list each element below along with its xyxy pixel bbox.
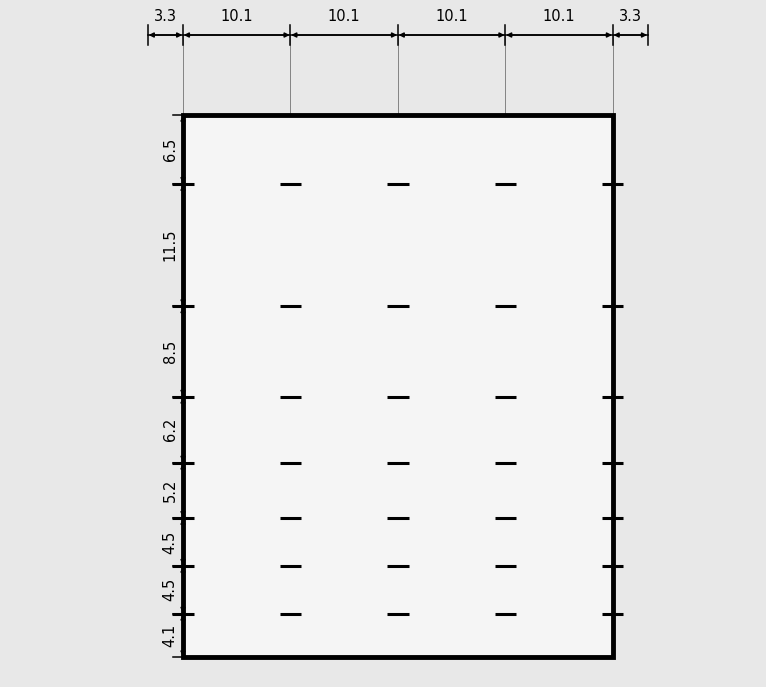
- Text: 10.1: 10.1: [543, 10, 575, 24]
- Text: 10.1: 10.1: [435, 10, 468, 24]
- Text: 5.2: 5.2: [162, 479, 178, 502]
- Text: 4.5: 4.5: [162, 578, 178, 601]
- Text: 6.5: 6.5: [162, 137, 178, 161]
- FancyBboxPatch shape: [183, 115, 613, 657]
- Text: 10.1: 10.1: [328, 10, 361, 24]
- Text: 6.2: 6.2: [162, 418, 178, 441]
- Text: 4.1: 4.1: [162, 624, 178, 647]
- Text: 11.5: 11.5: [162, 229, 178, 261]
- Text: 10.1: 10.1: [221, 10, 253, 24]
- Text: 4.5: 4.5: [162, 530, 178, 554]
- Text: 8.5: 8.5: [162, 340, 178, 363]
- Text: 3.3: 3.3: [619, 10, 642, 24]
- Text: 3.3: 3.3: [154, 10, 177, 24]
